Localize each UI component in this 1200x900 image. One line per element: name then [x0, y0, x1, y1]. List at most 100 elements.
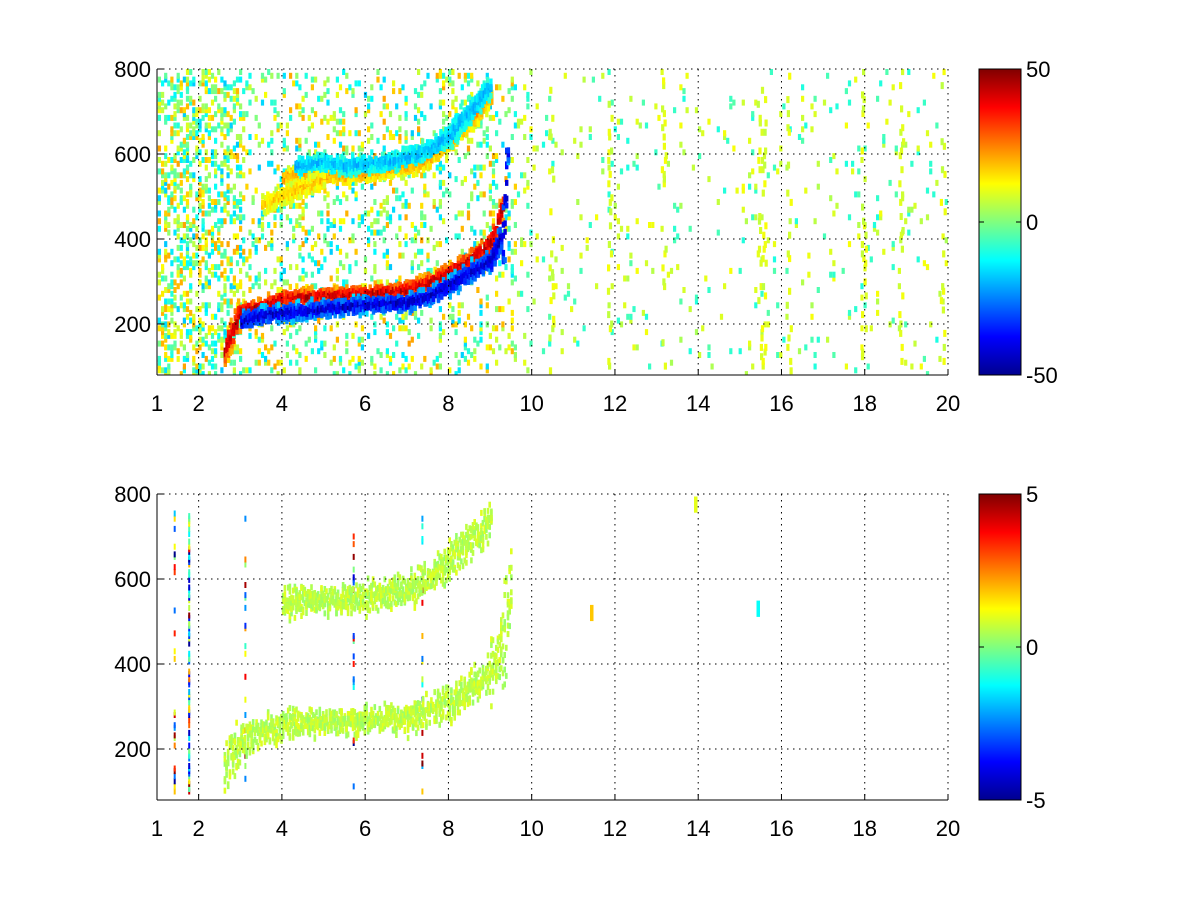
heatmap-cell	[548, 168, 552, 175]
heatmap-cell	[526, 367, 530, 374]
heatmap-cell	[176, 107, 180, 114]
heatmap-cell	[185, 290, 190, 297]
heatmap-cell	[164, 179, 168, 186]
heatmap-cell	[217, 332, 221, 339]
heatmap-cell	[673, 107, 677, 114]
heatmap-cell	[170, 76, 174, 83]
heatmap-cell	[666, 271, 670, 278]
heatmap-cell	[376, 218, 380, 225]
heatmap-cell	[588, 126, 592, 133]
heatmap-cell	[176, 348, 180, 355]
heatmap-cell	[210, 264, 215, 271]
heatmap-cell	[310, 244, 314, 251]
heatmap-cell	[392, 371, 396, 375]
heatmap-cell	[170, 157, 174, 163]
heatmap-cell	[619, 321, 624, 328]
heatmap-cell	[626, 275, 630, 282]
heatmap-cell	[273, 340, 277, 347]
heatmap-cell	[901, 124, 905, 132]
heatmap-cell	[939, 198, 943, 206]
heatmap-cell	[251, 283, 255, 290]
heatmap-cell	[866, 363, 870, 370]
heatmap-cell	[164, 302, 168, 309]
heatmap-cell	[786, 124, 790, 132]
heatmap-cell	[395, 103, 399, 110]
heatmap-cell	[373, 329, 377, 336]
heatmap-cell	[246, 317, 251, 324]
heatmap-cell	[448, 293, 452, 300]
heatmap-cell	[829, 248, 833, 255]
heatmap-cell	[758, 147, 762, 155]
heatmap-cell	[173, 294, 177, 301]
heatmap-cell	[214, 183, 218, 190]
heatmap-cell	[560, 348, 564, 355]
heatmap-cell	[173, 287, 177, 293]
heatmap-cell	[760, 86, 765, 94]
heatmap-cell	[235, 76, 240, 83]
heatmap-cell	[491, 247, 496, 254]
heatmap-cell	[226, 91, 230, 98]
heatmap-cell	[226, 325, 230, 332]
heatmap-cell	[466, 137, 471, 144]
heatmap-cell	[763, 348, 767, 356]
heatmap-cell	[257, 141, 261, 148]
heatmap-cell	[355, 175, 359, 182]
heatmap-cell	[264, 244, 268, 251]
heatmap-cell	[239, 69, 243, 75]
heatmap-cell	[423, 183, 427, 190]
heatmap-cell	[157, 252, 161, 259]
heatmap-cell	[510, 279, 514, 286]
heatmap-cell	[438, 183, 442, 190]
heatmap-cell	[616, 118, 620, 125]
heatmap-cell	[317, 95, 321, 102]
heatmap-cell	[482, 130, 486, 137]
heatmap-cell	[342, 118, 346, 125]
heatmap-cell	[470, 191, 474, 198]
heatmap-cell	[254, 359, 258, 366]
heatmap-cell	[760, 156, 765, 164]
heatmap-cell	[495, 157, 499, 163]
heatmap-cell	[629, 260, 633, 267]
heatmap-cell	[365, 310, 369, 317]
heatmap-cell	[751, 363, 755, 370]
heatmap-cell	[204, 187, 208, 194]
heatmap-cell	[360, 325, 364, 332]
heatmap-cell	[900, 105, 904, 113]
heatmap-cell	[164, 145, 168, 152]
heatmap-cell	[810, 302, 814, 309]
heatmap-cell	[167, 287, 171, 293]
heatmap-cell	[232, 95, 236, 102]
heatmap-cell	[164, 352, 168, 358]
heatmap-cell	[526, 306, 530, 313]
heatmap-cell	[438, 271, 442, 278]
heatmap-cell	[301, 214, 305, 221]
heatmap-cell	[173, 103, 177, 110]
heatmap-cell	[404, 325, 408, 332]
heatmap-cell	[338, 199, 343, 205]
heatmap-cell	[448, 259, 452, 266]
heatmap-cell	[192, 222, 196, 228]
heatmap-cell	[335, 130, 339, 137]
heatmap-cell	[214, 137, 218, 144]
heatmap-cell	[438, 168, 442, 175]
heatmap-cell	[185, 168, 190, 175]
heatmap-cell	[491, 160, 496, 167]
heatmap-cell	[786, 96, 790, 104]
heatmap-cell	[226, 302, 230, 309]
heatmap-cell	[454, 329, 458, 336]
heatmap-cell	[373, 248, 377, 255]
heatmap-cell	[801, 137, 805, 144]
heatmap-cell	[548, 95, 552, 102]
heatmap-cell	[289, 107, 293, 114]
heatmap-cell	[217, 199, 221, 205]
heatmap-cell	[207, 279, 211, 286]
heatmap-cell	[226, 157, 230, 163]
heatmap-cell	[388, 359, 393, 366]
heatmap-cell	[242, 172, 246, 179]
heatmap-cell	[367, 237, 371, 244]
heatmap-cell	[345, 279, 349, 286]
heatmap-cell	[429, 367, 433, 374]
heatmap-cell	[220, 302, 224, 309]
heatmap-cell	[345, 348, 349, 355]
heatmap-cell	[682, 287, 686, 293]
